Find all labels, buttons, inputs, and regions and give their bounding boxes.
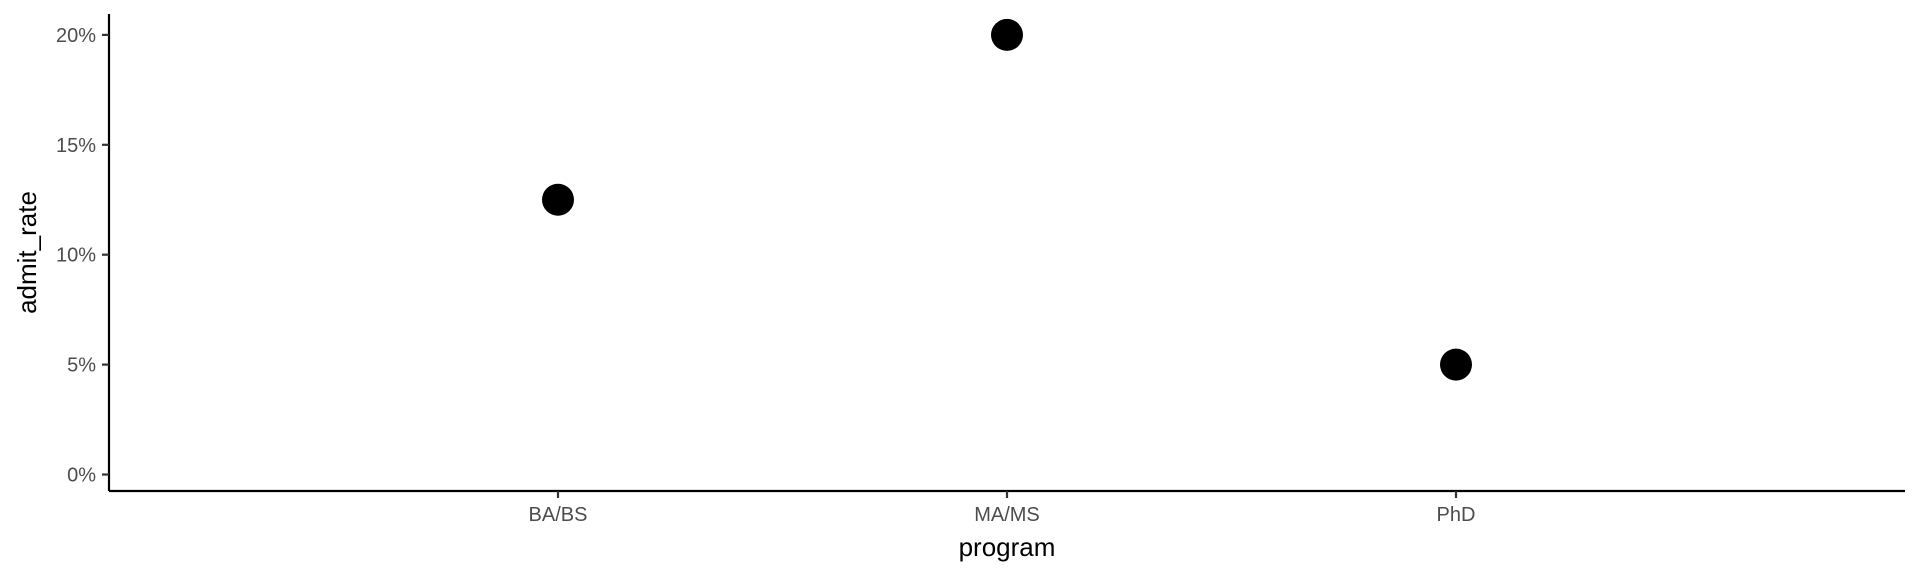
y-tick-label: 15% — [56, 135, 96, 157]
y-axis: 0% 5% 10% 15% 20% — [56, 14, 111, 491]
data-points — [542, 18, 1472, 381]
x-axis: BA/BS MA/MS PhD — [109, 489, 1905, 526]
x-tick-label: BA/BS — [529, 504, 588, 526]
x-tick-label: MA/MS — [974, 504, 1040, 526]
y-tick-label: 20% — [56, 25, 96, 47]
data-point-ba-bs — [542, 183, 574, 216]
y-tick-label: 5% — [67, 355, 96, 377]
x-axis-title: program — [959, 532, 1056, 562]
y-tick-label: 10% — [56, 245, 96, 267]
data-point-phd — [1440, 348, 1472, 381]
x-tick-label: PhD — [1437, 504, 1476, 526]
y-tick-label: 0% — [67, 465, 96, 487]
data-point-ma-ms — [991, 18, 1023, 51]
y-axis-title: admit_rate — [12, 191, 42, 314]
